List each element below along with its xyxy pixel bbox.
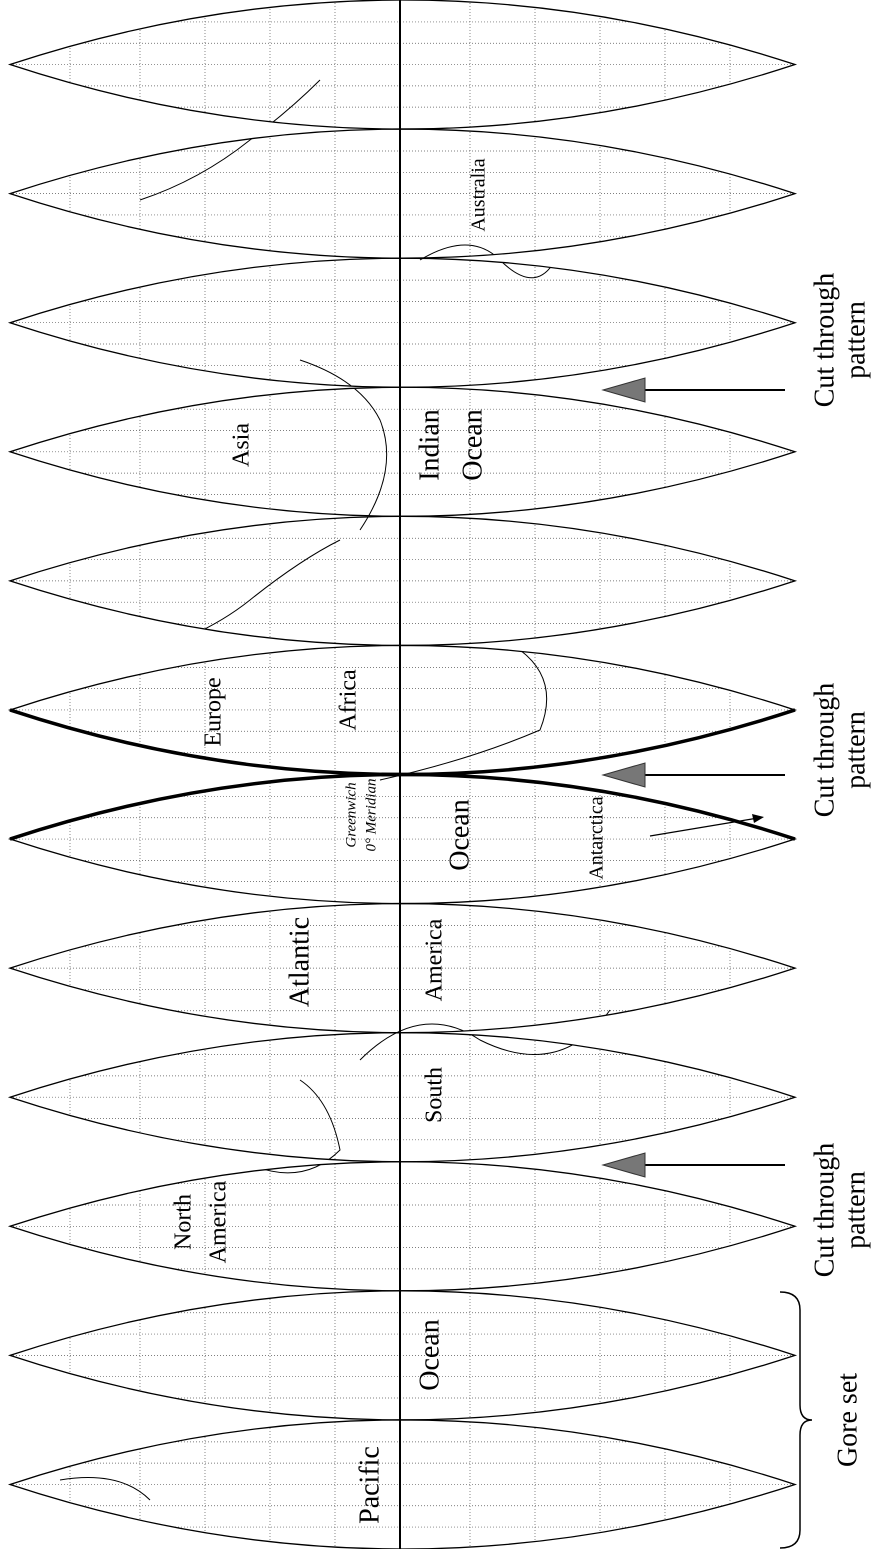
cut-label: pattern	[840, 711, 871, 789]
label: Ocean	[457, 409, 488, 481]
antarctica-arrow	[650, 818, 758, 836]
cut-edge	[10, 710, 795, 775]
cut-edge	[10, 775, 795, 840]
label: Africa	[336, 669, 362, 731]
label: Antarctica	[586, 796, 608, 879]
label: Ocean	[414, 1319, 445, 1391]
cut-label: pattern	[840, 1171, 871, 1249]
cut-arrow-head	[603, 1153, 645, 1177]
gore-map: Pacific Ocean North America South Americ…	[0, 0, 876, 1549]
cut-arrow-head	[603, 378, 645, 402]
label: Atlantic	[284, 917, 315, 1007]
cut-label: Cut through	[809, 683, 840, 818]
label: Asia	[229, 423, 255, 467]
cut-label: pattern	[840, 301, 871, 379]
coastline	[380, 650, 547, 780]
label: Pacific	[354, 1446, 385, 1524]
label: America	[422, 918, 448, 1001]
cut-label: Cut through	[809, 273, 840, 408]
label: Ocean	[444, 799, 475, 871]
label: 0° Meridian	[363, 778, 379, 851]
page: {"labels": { "pacific": "Pacific", "ocea…	[0, 0, 876, 1549]
cut-label: Cut through	[809, 1143, 840, 1278]
label: Gore set	[832, 1373, 863, 1467]
coastline	[140, 80, 320, 200]
label: Indian	[414, 409, 445, 481]
labels: Pacific Ocean North America South Americ…	[171, 158, 872, 1524]
cut-arrow-head	[603, 763, 645, 787]
gore-set-brace	[780, 1292, 812, 1548]
coastline	[60, 1478, 150, 1501]
label: Australia	[468, 158, 490, 231]
label: North	[171, 1194, 197, 1250]
label: Europe	[201, 677, 227, 746]
arrow-head	[752, 814, 764, 823]
label: Greenwich	[343, 782, 359, 847]
label: America	[206, 1180, 232, 1263]
label: South	[422, 1067, 448, 1123]
